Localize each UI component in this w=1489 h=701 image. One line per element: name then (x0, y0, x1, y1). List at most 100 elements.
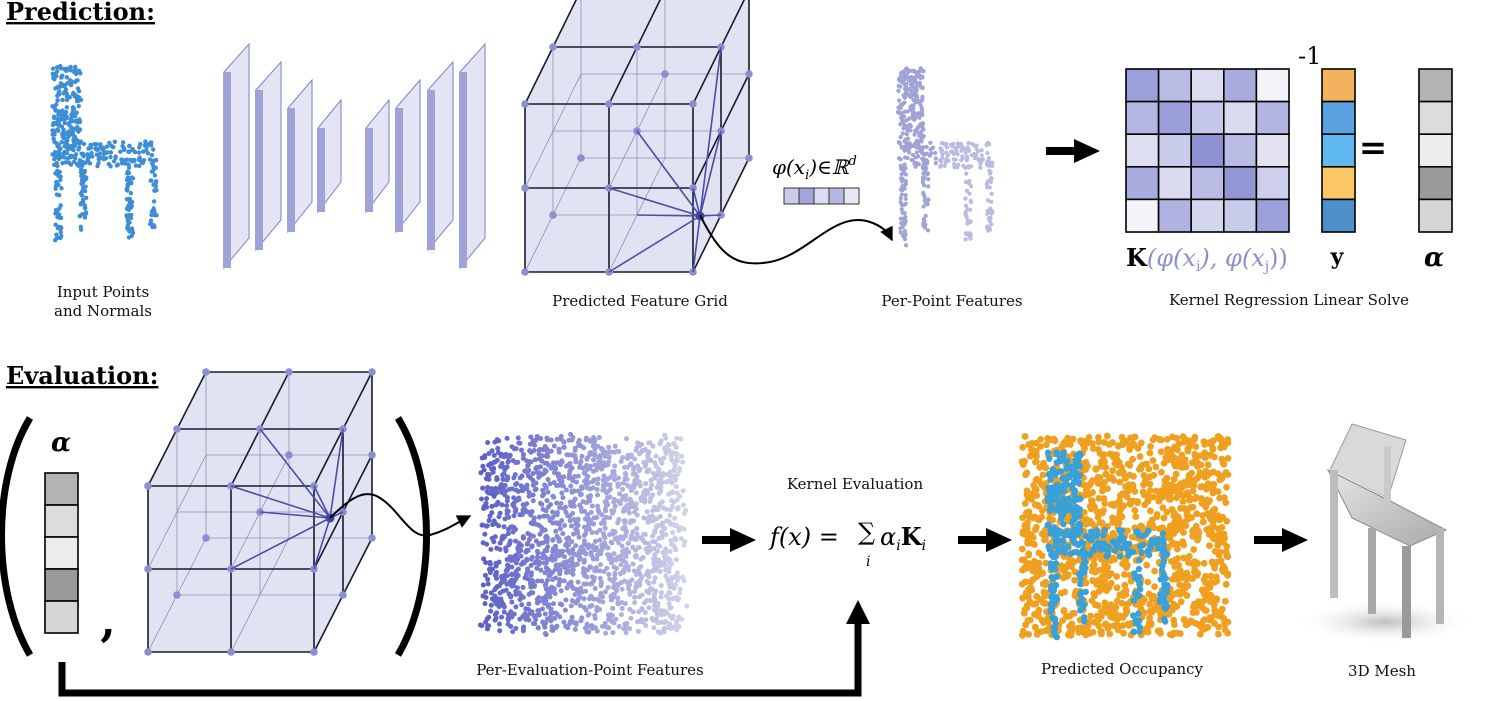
point (527, 441, 533, 447)
point (663, 555, 669, 561)
point (602, 589, 608, 595)
point (549, 553, 555, 559)
inside-point (1047, 586, 1055, 593)
point (484, 489, 490, 495)
point (597, 537, 603, 543)
point (985, 161, 991, 166)
point (484, 496, 490, 502)
inside-point (1044, 522, 1051, 529)
point (559, 459, 565, 465)
point (514, 481, 520, 487)
inside-point (1076, 506, 1083, 513)
point (576, 534, 582, 540)
occupied-point (1149, 436, 1157, 444)
point (55, 208, 60, 213)
point (970, 142, 975, 147)
point (630, 529, 636, 535)
evaluation-heading: Evaluation: (6, 361, 158, 390)
inside-point (1081, 569, 1088, 576)
point (671, 473, 677, 479)
point (512, 508, 518, 514)
point (569, 583, 575, 589)
point (679, 616, 685, 622)
network-layer-edge (255, 90, 263, 250)
point (659, 499, 665, 505)
point (984, 225, 990, 230)
point (684, 603, 690, 609)
kernel-matrix-cell (1255, 100, 1290, 135)
point (602, 525, 608, 531)
occupied-point (1018, 545, 1026, 553)
point (537, 500, 543, 506)
point (985, 198, 991, 203)
point (63, 142, 69, 147)
point (54, 69, 60, 74)
network-layer-edge (365, 128, 373, 212)
occupied-point (1101, 478, 1108, 486)
point (990, 209, 995, 214)
point (136, 150, 142, 155)
point (152, 188, 157, 193)
point (599, 542, 605, 548)
inside-point (1063, 503, 1070, 510)
occupied-point (1222, 580, 1230, 588)
point (544, 498, 550, 504)
point (551, 470, 557, 476)
point (922, 225, 928, 230)
point (534, 558, 540, 564)
point (581, 566, 587, 572)
point (570, 547, 576, 553)
occupied-point (1150, 524, 1157, 532)
point (585, 542, 591, 548)
occupied-point (1035, 606, 1043, 614)
point (900, 131, 905, 136)
inside-point (1154, 539, 1161, 547)
interpolation-line (636, 214, 701, 217)
occupied-point (1094, 473, 1102, 481)
vector-cell (1418, 68, 1453, 103)
point (673, 557, 679, 563)
point (632, 600, 638, 606)
point (154, 212, 159, 218)
point (638, 556, 644, 562)
point (989, 191, 994, 196)
point (589, 625, 595, 631)
eval-alpha-vector (44, 472, 79, 634)
kernel-matrix-cell (1125, 68, 1160, 103)
point (601, 473, 607, 479)
point (606, 454, 612, 460)
occupied-point (1109, 467, 1116, 475)
point (151, 199, 157, 204)
point (493, 560, 499, 566)
occupied-point (1024, 586, 1032, 593)
point (495, 499, 501, 505)
point (535, 625, 541, 631)
occupied-point (1201, 449, 1209, 457)
point (561, 444, 567, 450)
point (50, 66, 56, 71)
occupied-point (1188, 469, 1196, 477)
occupied-point (1027, 513, 1035, 521)
point (522, 611, 528, 617)
occupied-point (1192, 522, 1200, 530)
occupied-point (1132, 513, 1140, 521)
inside-point (1145, 551, 1153, 559)
point (111, 158, 117, 164)
point (647, 440, 653, 446)
point (657, 568, 663, 574)
point (74, 110, 79, 115)
point (647, 598, 653, 604)
point (919, 147, 924, 152)
occupied-point (1146, 449, 1154, 457)
kernel-matrix-cell (1255, 68, 1290, 103)
point (898, 105, 903, 111)
point (582, 478, 588, 484)
point (584, 485, 590, 491)
point (569, 614, 575, 620)
occupied-point (1185, 552, 1193, 560)
inside-point (1138, 532, 1145, 539)
point (979, 153, 984, 158)
inside-point (1076, 580, 1084, 588)
point (520, 584, 526, 590)
occupied-point (1190, 546, 1198, 553)
